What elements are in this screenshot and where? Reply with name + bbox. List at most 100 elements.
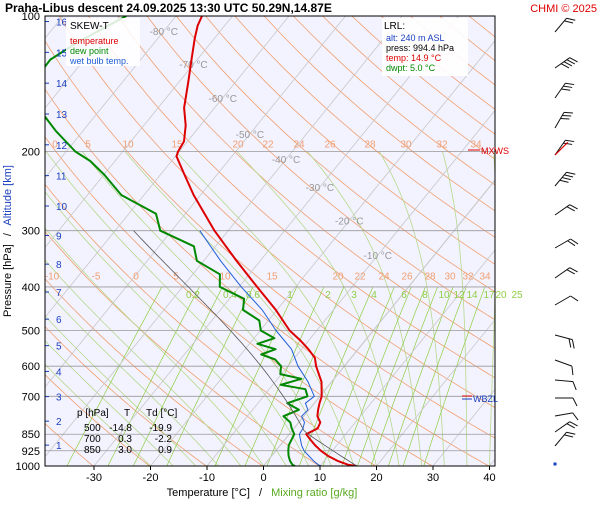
table-cell: 850 xyxy=(84,445,101,456)
isotherm-line xyxy=(0,16,7,466)
table-header-t: T xyxy=(124,408,130,419)
y-tick-label: 925 xyxy=(22,446,40,458)
altitude-tick-label: 6 xyxy=(56,315,62,326)
y-axis-separator: / xyxy=(2,232,14,236)
mixing-ratio-label: 14 xyxy=(466,290,478,301)
wind-barb-icon xyxy=(555,398,577,406)
wind-barb-icon xyxy=(555,412,578,424)
wbzl-label: WBZL xyxy=(473,394,498,404)
mixing-ratio-label: 6 xyxy=(401,290,407,301)
wind-barb-icon xyxy=(555,237,578,255)
table-cell: -19.9 xyxy=(149,423,172,434)
wind-barb-icon xyxy=(555,137,574,160)
wind-barb-icon xyxy=(555,80,574,103)
x-axis-mixing-label: Mixing ratio [g/kg] xyxy=(271,487,357,499)
wind-barb-icon xyxy=(555,294,578,312)
x-tick-label: -30 xyxy=(86,472,102,484)
altitude-tick-label: 8 xyxy=(56,260,62,271)
mixing-ratio-label: 1 xyxy=(287,290,293,301)
dry-adiabat-label: 5 xyxy=(85,139,91,150)
y-tick-label: 600 xyxy=(22,361,40,373)
dry-adiabat-label: 20 xyxy=(232,139,244,150)
dry-adiabat-label: 26 xyxy=(401,271,413,282)
wind-barb-icon xyxy=(555,15,575,37)
dry-adiabat-label: 26 xyxy=(324,139,336,150)
mixing-ratio-label: 17 xyxy=(483,290,495,301)
y-tick-label: 1000 xyxy=(16,461,40,473)
altitude-tick-label: 1 xyxy=(56,441,62,452)
table-cell: 0.3 xyxy=(118,434,132,445)
wind-barb-icon xyxy=(555,109,573,132)
legend-item-wet-bulb: wet bulb temp. xyxy=(69,56,129,66)
lrl-dwpt: dwpt: 5.0 °C xyxy=(386,63,436,73)
isotherm-label: -30 °C xyxy=(306,183,334,194)
isotherm-label: -20 °C xyxy=(335,217,363,228)
wind-barb-icon xyxy=(555,265,578,284)
altitude-tick-label: 5 xyxy=(56,342,62,353)
wind-barb-icon xyxy=(553,335,576,348)
y-tick-label: 700 xyxy=(22,391,40,403)
isotherm-line xyxy=(490,16,600,466)
x-tick-label: 10 xyxy=(314,472,326,484)
altitude-tick-label: 9 xyxy=(56,231,62,242)
mixing-ratio-label: 25 xyxy=(511,290,523,301)
wind-barb-icon xyxy=(555,169,575,191)
table-cell: 0.9 xyxy=(158,445,172,456)
dry-adiabat-label: 32 xyxy=(462,271,474,282)
y-tick-label: 400 xyxy=(22,282,40,294)
dry-adiabat-label: 24 xyxy=(378,271,390,282)
dry-adiabat-label: 28 xyxy=(364,139,376,150)
wind-barb-icon xyxy=(554,463,557,466)
lrl-temp: temp: 14.9 °C xyxy=(386,53,442,63)
altitude-tick-label: 12 xyxy=(56,141,68,152)
table-cell: 3.0 xyxy=(118,445,132,456)
y-tick-label: 200 xyxy=(22,146,40,158)
x-tick-label: -10 xyxy=(199,472,215,484)
y-axis-pressure-label: Pressure [hPa] xyxy=(2,244,14,317)
table-cell: -2.2 xyxy=(155,434,173,445)
altitude-tick-label: 15 xyxy=(56,48,68,59)
dry-adiabat-label: 22 xyxy=(354,271,366,282)
x-axis-separator: / xyxy=(259,487,263,499)
x-axis-temperature-label: Temperature [°C] xyxy=(167,487,250,499)
y-tick-label: 850 xyxy=(22,429,40,441)
dry-adiabat-line xyxy=(498,16,600,466)
altitude-tick-label: 4 xyxy=(56,367,62,378)
dry-adiabat-label: 15 xyxy=(266,271,278,282)
x-tick-label: 30 xyxy=(427,472,439,484)
wind-barb-icon xyxy=(555,429,575,451)
lrl-alt: alt: 240 m ASL xyxy=(386,33,445,43)
y-tick-label: 500 xyxy=(22,326,40,338)
data-table: p [hPa] T Td [°C] 500 -14.8 -19.9 700 0.… xyxy=(77,408,177,456)
x-tick-label: -20 xyxy=(143,472,159,484)
legend-item-dew-point: dew point xyxy=(70,46,109,56)
table-cell: 500 xyxy=(84,423,101,434)
x-tick-label: 40 xyxy=(483,472,495,484)
table-cell: 700 xyxy=(84,434,101,445)
dry-adiabat-label: -5 xyxy=(92,271,101,282)
chart-title: Praha-Libus descent 24.09.2025 13:30 UTC… xyxy=(5,1,332,15)
dry-adiabat-label: 20 xyxy=(332,271,344,282)
table-header-p: p [hPa] xyxy=(77,408,109,419)
altitude-tick-label: 7 xyxy=(56,288,62,299)
mixing-ratio-label: 10 xyxy=(438,290,450,301)
legend-title: SKEW-T xyxy=(70,21,109,32)
mixing-ratio-label: 3 xyxy=(351,290,357,301)
altitude-tick-label: 10 xyxy=(56,202,68,213)
dry-adiabat-label: 28 xyxy=(424,271,436,282)
wind-barbs xyxy=(552,15,578,465)
dry-adiabat-label: 22 xyxy=(262,139,274,150)
plot-background xyxy=(45,16,495,466)
legend-item-temperature: temperature xyxy=(70,36,119,46)
mixing-ratio-label: 4 xyxy=(371,290,377,301)
isotherm-label: -70 °C xyxy=(179,60,207,71)
dry-adiabat-label: 24 xyxy=(293,139,305,150)
altitude-tick-label: 11 xyxy=(56,172,67,183)
wind-barb-icon xyxy=(555,55,578,74)
wind-barb-icon xyxy=(552,360,575,375)
legend: SKEW-T temperature dew point wet bulb te… xyxy=(66,18,140,66)
isotherm-label: -40 °C xyxy=(272,155,300,166)
dry-adiabat-label: 34 xyxy=(479,271,491,282)
mxws-label: MXWS xyxy=(481,146,509,156)
dry-adiabat-label: 10 xyxy=(122,139,134,150)
